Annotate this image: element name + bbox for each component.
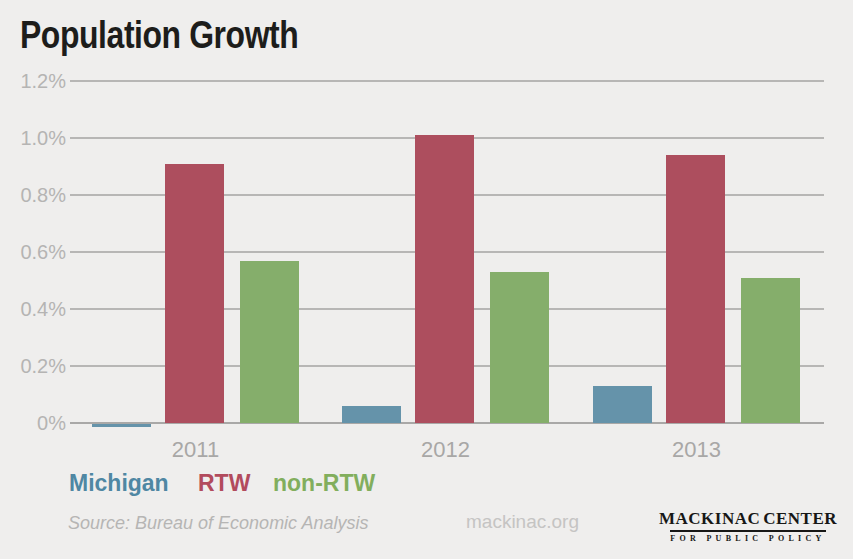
bar-non-rtw-2011	[240, 261, 299, 423]
chart-canvas: Population Growth 1.2% 1.0% 0.8% 0.6% 0.4% 0.…	[0, 0, 853, 559]
x-axis-label: 2011	[92, 437, 299, 463]
y-tick-label: 0.8%	[0, 184, 66, 207]
y-tick-label: 0.4%	[0, 298, 66, 321]
bar-rtw-2012	[415, 135, 474, 423]
gridline	[70, 80, 824, 82]
y-tick-label: 1.2%	[0, 70, 66, 93]
y-tick-label: 0%	[0, 412, 66, 435]
logo-tagline: FOR PUBLIC POLICY	[670, 530, 826, 543]
bar-michigan-2012	[342, 406, 401, 423]
bar-michigan-2013	[593, 386, 652, 423]
bar-rtw-2011	[165, 164, 224, 423]
bar-rtw-2013	[666, 155, 725, 423]
legend-item-rtw: RTW	[198, 470, 250, 497]
x-axis-label: 2013	[593, 437, 800, 463]
source-note: Source: Bureau of Economic Analysis	[68, 513, 368, 534]
y-tick-label: 0.2%	[0, 355, 66, 378]
chart-legend: Michigan RTW non-RTW	[0, 470, 853, 500]
y-tick-label: 0.6%	[0, 241, 66, 264]
y-tick-label: 1.0%	[0, 127, 66, 150]
x-axis-label: 2012	[342, 437, 549, 463]
page-title: Population Growth	[20, 14, 298, 57]
legend-item-non-rtw: non-RTW	[273, 470, 375, 497]
bar-non-rtw-2013	[741, 278, 800, 423]
mackinac-center-logo: MACKINAC CENTER FOR PUBLIC POLICY	[670, 503, 826, 543]
logo-wordmark: MACKINAC CENTER	[670, 503, 826, 530]
website-url: mackinac.org	[466, 511, 579, 533]
logo-word-left: MACKINAC	[659, 510, 760, 527]
legend-item-michigan: Michigan	[69, 470, 169, 497]
bar-michigan-2011	[92, 424, 151, 427]
logo-word-right: CENTER	[763, 510, 837, 527]
bar-non-rtw-2012	[490, 272, 549, 423]
